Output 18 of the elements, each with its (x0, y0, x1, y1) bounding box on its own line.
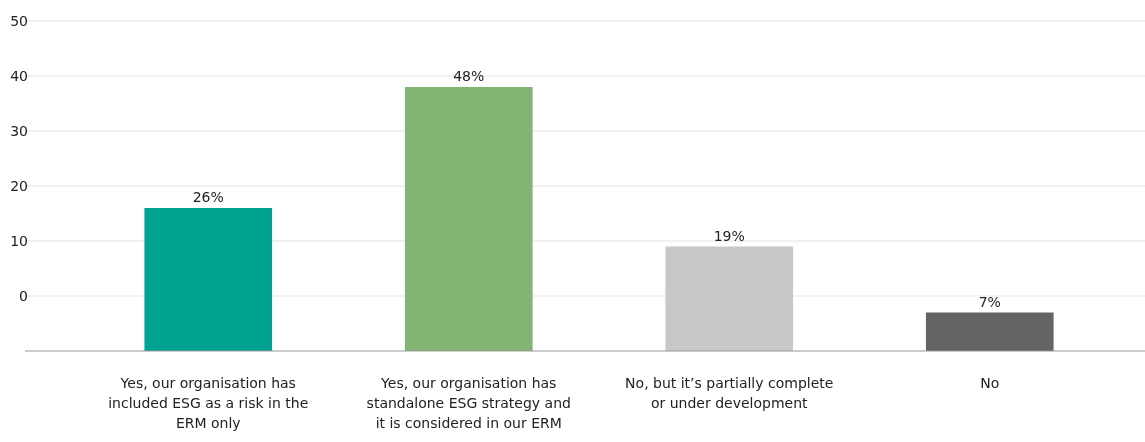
bar (925, 312, 1054, 351)
bar (404, 87, 533, 351)
x-tick-label: No (980, 375, 1000, 391)
y-tick-label: 30 (10, 122, 28, 139)
y-tick-label: 20 (10, 177, 28, 194)
data-label: 48% (453, 68, 485, 84)
x-tick-label: No, but it’s partially complete or under development (625, 375, 834, 411)
bar (144, 208, 273, 351)
y-tick-label: 40 (10, 67, 28, 84)
bar (665, 246, 794, 351)
y-tick-label: 10 (10, 232, 28, 249)
data-label: 26% (192, 189, 224, 205)
y-tick-label: 50 (10, 12, 28, 29)
data-label: 7% (978, 293, 1001, 310)
x-tick-label: Yes, our organisation has standalone ESG strategy and it is considered in our ERM (366, 375, 571, 431)
data-label: 19% (713, 227, 745, 244)
x-tick-label: Yes, our organisation has included ESG as a risk in the ERM only (108, 375, 309, 431)
y-tick-label: 0 (19, 287, 28, 304)
